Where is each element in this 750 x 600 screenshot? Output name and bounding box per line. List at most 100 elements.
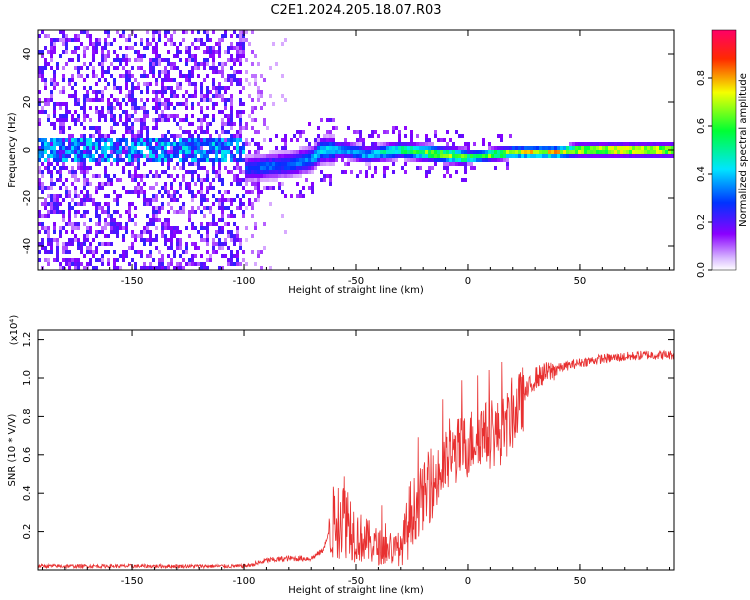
heatmap-cell <box>119 150 122 154</box>
heatmap-cell <box>77 202 80 206</box>
heatmap-cell <box>56 206 59 210</box>
heatmap-cell <box>461 146 464 150</box>
heatmap-cell <box>548 154 551 158</box>
heatmap-cell <box>194 66 197 70</box>
heatmap-cell <box>254 106 257 110</box>
heatmap-cell <box>194 58 197 62</box>
heatmap-cell <box>470 162 473 166</box>
heatmap-cell <box>206 226 209 230</box>
heatmap-cell <box>239 206 242 210</box>
heatmap-cell <box>347 158 350 162</box>
heatmap-cell <box>212 58 215 62</box>
heatmap-cell <box>443 154 446 158</box>
heatmap-cell <box>230 138 233 142</box>
heatmap-cell <box>356 142 359 146</box>
heatmap-cell <box>98 258 101 262</box>
heatmap-cell <box>233 214 236 218</box>
heatmap-cell <box>227 74 230 78</box>
heatmap-cell <box>143 82 146 86</box>
heatmap-cell <box>53 126 56 130</box>
heatmap-cell <box>272 150 275 154</box>
heatmap-cell <box>491 158 494 162</box>
heatmap-cell <box>392 162 395 166</box>
heatmap-cell <box>152 158 155 162</box>
heatmap-cell <box>86 194 89 198</box>
heatmap-cell <box>113 58 116 62</box>
x-tick-label: -150 <box>121 576 144 587</box>
heatmap-cell <box>113 190 116 194</box>
heatmap-cell <box>50 182 53 186</box>
heatmap-cell <box>446 154 449 158</box>
heatmap-cell <box>74 226 77 230</box>
heatmap-cell <box>251 110 254 114</box>
heatmap-cell <box>251 62 254 66</box>
heatmap-cell <box>65 178 68 182</box>
heatmap-cell <box>179 238 182 242</box>
heatmap-cell <box>158 266 161 270</box>
heatmap-cell <box>92 66 95 70</box>
heatmap-cell <box>131 146 134 150</box>
heatmap-cell <box>395 154 398 158</box>
heatmap-cell <box>110 242 113 246</box>
heatmap-cell <box>323 146 326 150</box>
heatmap-cell <box>206 222 209 226</box>
heatmap-cell <box>518 146 521 150</box>
heatmap-cell <box>545 154 548 158</box>
heatmap-cell <box>194 38 197 42</box>
heatmap-cell <box>86 114 89 118</box>
heatmap-cell <box>101 242 104 246</box>
heatmap-cell <box>83 186 86 190</box>
heatmap-cell <box>104 134 107 138</box>
heatmap-cell <box>260 170 263 174</box>
heatmap-cell <box>287 158 290 162</box>
heatmap-cell <box>95 162 98 166</box>
heatmap-cell <box>50 210 53 214</box>
heatmap-cell <box>149 82 152 86</box>
heatmap-cell <box>245 178 248 182</box>
heatmap-cell <box>143 238 146 242</box>
heatmap-cell <box>50 142 53 146</box>
heatmap-cell <box>227 146 230 150</box>
heatmap-cell <box>275 174 278 178</box>
heatmap-cell <box>212 150 215 154</box>
heatmap-cell <box>356 150 359 154</box>
heatmap-cell <box>77 34 80 38</box>
heatmap-cell <box>569 142 572 146</box>
heatmap-cell <box>239 178 242 182</box>
heatmap-cell <box>80 42 83 46</box>
heatmap-cell <box>74 118 77 122</box>
heatmap-cell <box>104 42 107 46</box>
heatmap-cell <box>500 146 503 150</box>
heatmap-cell <box>170 198 173 202</box>
heatmap-cell <box>83 78 86 82</box>
heatmap-cell <box>665 146 668 150</box>
heatmap-cell <box>47 114 50 118</box>
heatmap-cell <box>440 158 443 162</box>
heatmap-cell <box>455 162 458 166</box>
heatmap-cell <box>230 202 233 206</box>
heatmap-cell <box>152 38 155 42</box>
heatmap-cell <box>143 138 146 142</box>
heatmap-cell <box>314 158 317 162</box>
heatmap-cell <box>185 226 188 230</box>
heatmap-cell <box>209 258 212 262</box>
heatmap-cell <box>290 174 293 178</box>
heatmap-cell <box>131 158 134 162</box>
heatmap-cell <box>116 66 119 70</box>
heatmap-cell <box>614 154 617 158</box>
heatmap-cell <box>491 154 494 158</box>
heatmap-cell <box>59 54 62 58</box>
heatmap-cell <box>200 82 203 86</box>
heatmap-cell <box>587 154 590 158</box>
heatmap-cell <box>83 146 86 150</box>
heatmap-cell <box>182 266 185 270</box>
heatmap-cell <box>38 138 41 142</box>
heatmap-cell <box>71 262 74 266</box>
heatmap-cell <box>164 182 167 186</box>
heatmap-cell <box>428 154 431 158</box>
heatmap-cell <box>137 118 140 122</box>
heatmap-cell <box>356 138 359 142</box>
heatmap-cell <box>398 130 401 134</box>
heatmap-cell <box>167 158 170 162</box>
heatmap-cell <box>233 154 236 158</box>
